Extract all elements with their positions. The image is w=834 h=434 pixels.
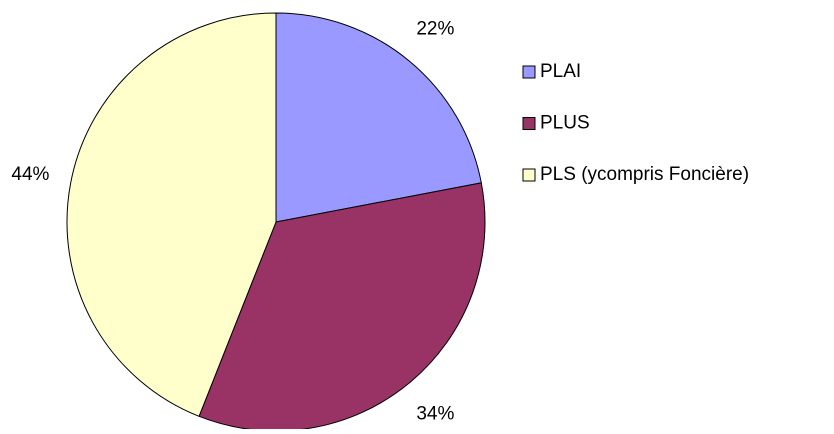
legend-swatch [522, 168, 536, 182]
pie-slice [275, 12, 482, 223]
data-label: 44% [11, 164, 49, 185]
legend-swatch [522, 117, 536, 130]
data-label: 22% [416, 18, 454, 39]
data-label: 34% [416, 404, 454, 425]
pie-slice [66, 12, 277, 417]
legend-label: PLAI [540, 61, 581, 82]
legend-swatch [522, 65, 536, 79]
legend-label: PLS (ycompris Foncière) [540, 164, 749, 185]
legend-label: PLUS [540, 113, 590, 134]
